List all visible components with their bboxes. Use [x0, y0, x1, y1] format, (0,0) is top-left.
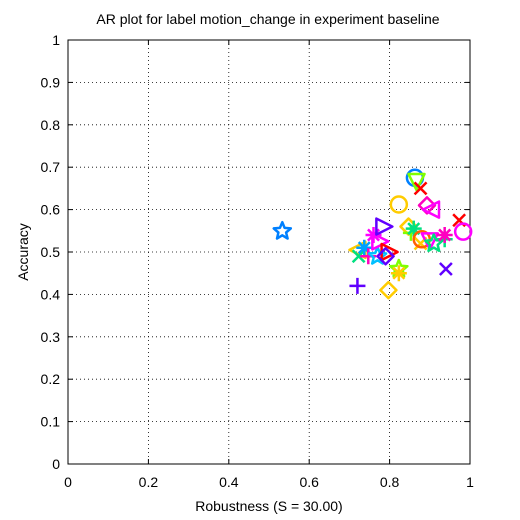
chart-title: AR plot for label motion_change in exper… [96, 11, 439, 27]
y-tick-label: 0.4 [41, 286, 61, 302]
x-tick-label: 0 [64, 474, 72, 490]
data-point-x [438, 262, 453, 276]
y-tick-label: 0.5 [41, 244, 61, 260]
x-tick-label: 1 [466, 474, 474, 490]
data-point-triangle-left [421, 200, 441, 219]
y-tick-label: 0.9 [41, 74, 61, 90]
data-point-triangle-right [375, 217, 394, 236]
x-axis-label: Robustness (S = 30.00) [195, 498, 342, 514]
data-point-asterisk [436, 227, 453, 244]
y-tick-label: 0 [52, 456, 60, 472]
data-points [272, 168, 473, 300]
data-point-circle [389, 195, 409, 214]
x-tick-label: 0.6 [299, 474, 319, 490]
y-tick-label: 0.6 [41, 202, 61, 218]
data-point-asterisk [356, 239, 373, 256]
y-tick-label: 0.2 [41, 371, 61, 387]
data-point-star [272, 220, 293, 240]
y-tick-label: 0.8 [41, 117, 61, 133]
data-point-diamond [379, 280, 398, 300]
y-tick-label: 0.1 [41, 414, 61, 430]
x-axis: 0 0.2 0.4 0.6 0.8 1 [64, 40, 474, 490]
y-tick-label: 0.3 [41, 329, 61, 345]
data-point-diamond [376, 246, 395, 266]
x-tick-label: 0.2 [139, 474, 159, 490]
y-tick-label: 1 [52, 32, 60, 48]
y-axis-label: Accuracy [15, 223, 31, 281]
data-point-star [367, 245, 388, 265]
data-point-diamond [417, 196, 437, 215]
y-axis: 0 0.1 0.2 0.3 0.4 0.5 0.6 0.7 0.8 0.9 1 [41, 32, 470, 472]
data-point-asterisk [390, 265, 407, 282]
data-point-plus [349, 277, 366, 294]
y-tick-label: 0.7 [41, 159, 61, 175]
x-tick-label: 0.4 [219, 474, 239, 490]
data-point-x [351, 249, 366, 264]
data-point-x [413, 181, 428, 196]
x-tick-label: 0.8 [380, 474, 400, 490]
data-point-asterisk [405, 220, 422, 237]
data-point-circle [453, 222, 473, 241]
data-point-triangle-down [407, 172, 426, 192]
grid-lines [68, 40, 470, 464]
